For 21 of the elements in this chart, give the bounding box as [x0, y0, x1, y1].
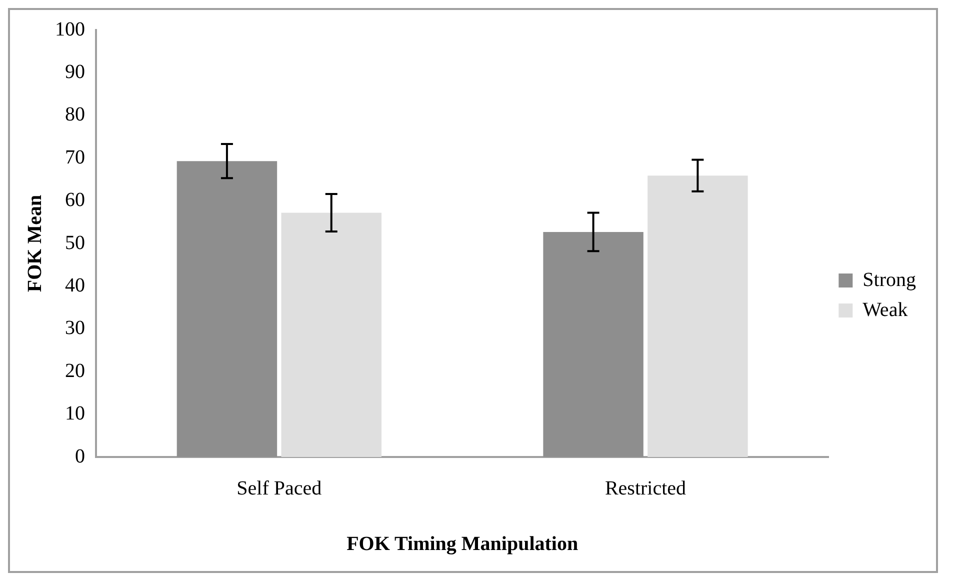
bar — [543, 232, 644, 457]
y-tick-label: 60 — [65, 189, 85, 212]
y-tick-label: 70 — [65, 146, 85, 168]
y-tick-label: 50 — [65, 232, 85, 254]
y-axis-title: FOK Mean — [24, 194, 46, 292]
y-tick-label: 80 — [65, 104, 85, 126]
y-tick-label: 30 — [65, 317, 85, 340]
x-axis-title: FOK Timing Manipulation — [346, 533, 578, 556]
y-tick-label: 40 — [65, 274, 85, 296]
y-tick-label: 20 — [65, 360, 85, 382]
x-tick-label: Restricted — [604, 477, 686, 500]
bar — [281, 212, 382, 457]
y-tick-label: 0 — [75, 445, 85, 468]
y-tick-label: 100 — [55, 18, 85, 40]
bar — [648, 176, 748, 457]
bar — [176, 161, 278, 457]
y-tick-label: 10 — [65, 402, 85, 425]
y-tick-label: 90 — [65, 60, 85, 83]
legend-label: Strong — [862, 268, 916, 291]
x-tick-label: Self Paced — [236, 477, 322, 500]
legend-label: Weak — [862, 298, 908, 321]
